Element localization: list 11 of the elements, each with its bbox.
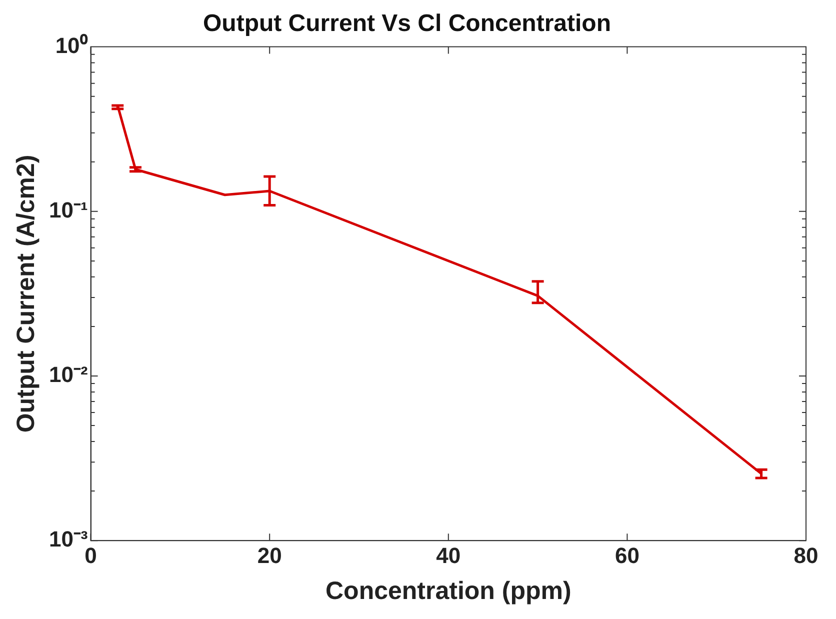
y-tick-label: 10⁰	[55, 32, 88, 58]
x-tick-label: 40	[436, 542, 461, 568]
chart-title: Output Current Vs Cl Concentration	[203, 10, 611, 38]
x-tick-label: 80	[794, 542, 818, 568]
y-tick-label: 10⁻¹	[49, 197, 88, 222]
y-tick-label: 10⁻²	[49, 362, 88, 388]
y-axis-title: Output Current (A/cm2)	[12, 154, 40, 433]
x-tick-label: 20	[257, 542, 282, 568]
x-tick-label: 0	[84, 542, 97, 568]
x-axis-title: Concentration (ppm)	[325, 576, 572, 605]
x-tick-label: 60	[614, 542, 640, 568]
